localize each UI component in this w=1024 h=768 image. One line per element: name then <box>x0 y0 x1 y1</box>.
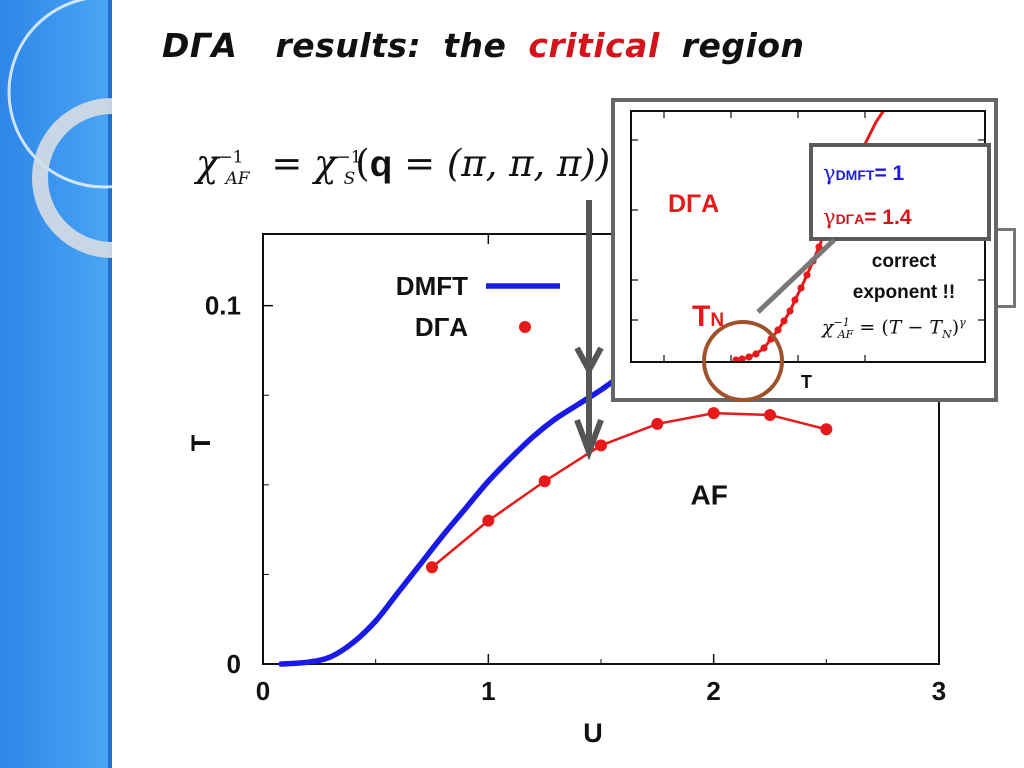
y-axis-label: T <box>186 434 216 451</box>
slide-title: DΓA results: the critical region <box>162 26 815 65</box>
gamma-dga-symbol: γ <box>823 205 836 229</box>
inset-data-point <box>809 257 817 265</box>
inset-formula-tn-sub: N <box>942 328 952 342</box>
inset-data-point <box>738 355 746 363</box>
x-tick-label: 3 <box>932 676 946 706</box>
inset-data-point <box>786 307 794 315</box>
inset-formula-minus: − <box>901 316 930 339</box>
formula-sub-s: S <box>343 169 356 190</box>
decorative-sidebar <box>0 0 112 768</box>
legend-label-dga: DΓA <box>415 312 468 342</box>
title-word-the: the <box>443 26 507 65</box>
data-point-dga <box>651 417 664 430</box>
formula-chi-s: χ <box>314 142 337 185</box>
x-tick-label: 1 <box>481 676 495 706</box>
inset-data-point <box>760 344 768 352</box>
inset-data-point <box>803 271 811 279</box>
data-point-dga <box>482 514 495 527</box>
inset-formula-close: ) <box>951 316 960 339</box>
legend-label-dmft: DMFT <box>396 271 468 301</box>
title-method: DΓA <box>162 26 238 65</box>
series-line-dga <box>431 411 827 569</box>
formula-exp-2: −1 <box>336 147 362 168</box>
inset-formula: χ−1AF = (T − TN)γ <box>822 316 966 341</box>
gamma-dmft-sub: DMFT <box>835 167 875 183</box>
inset-formula-chi: χ <box>822 316 834 339</box>
data-point-dga <box>707 407 720 420</box>
data-point-dga <box>538 475 551 488</box>
gamma-dga: γDΓA= 1.4 <box>823 205 912 230</box>
inset-data-point <box>780 317 788 325</box>
inset-formula-exp: −1 <box>833 316 850 329</box>
inset-data-point <box>791 296 799 304</box>
inset-data-point <box>752 350 760 358</box>
inset-tn-sub: N <box>710 310 725 331</box>
gamma-dmft-symbol: γ <box>823 161 836 185</box>
formula-open-paren: ( <box>355 142 370 185</box>
inset-formula-t: T <box>888 316 902 339</box>
gamma-dga-value: = 1.4 <box>864 206 912 229</box>
inset-formula-sub: AF <box>837 328 854 342</box>
exponent-note: correct exponent !! <box>824 246 984 308</box>
x-tick-label: 0 <box>256 676 270 706</box>
series-line-dmft <box>278 371 627 667</box>
gamma-box: γDMFT= 1 γDΓA= 1.4 <box>809 143 991 241</box>
formula-exp-1: −1 <box>218 147 244 168</box>
inset-data-point <box>815 243 823 251</box>
note-line-2: exponent !! <box>852 282 956 303</box>
formula-sub-af: AF <box>225 169 250 190</box>
inset-t-axis-label: T <box>801 372 812 392</box>
gamma-dga-sub: DΓA <box>835 211 865 227</box>
inset-formula-gamma: γ <box>959 316 966 329</box>
legend-swatch-dga <box>519 321 531 333</box>
gamma-dmft: γDMFT= 1 <box>823 161 904 186</box>
inset-data-point <box>774 326 782 334</box>
inset-data-point <box>745 353 753 361</box>
inset-tn-T: T <box>692 300 711 333</box>
decorative-ring-top <box>7 0 112 189</box>
formula-chi-af: χ <box>196 142 219 185</box>
formula-q: q <box>369 143 393 184</box>
decorative-ring-mid <box>32 98 112 258</box>
inset-data-point <box>767 335 775 343</box>
x-tick-label: 2 <box>706 676 720 706</box>
formula-equals: = <box>271 142 303 185</box>
y-tick-label: 0.1 <box>205 291 241 321</box>
inset-dga-label: DΓA <box>668 190 720 218</box>
note-line-1: correct <box>871 251 937 272</box>
data-point-dga <box>595 439 607 452</box>
data-point-dga <box>820 423 833 436</box>
title-word-region: region <box>681 26 805 65</box>
title-word-results: results: <box>275 26 422 65</box>
inset-formula-tn: T <box>929 316 943 339</box>
data-point-dga <box>426 561 438 574</box>
formula-argument: = (π, π, π)) <box>404 142 611 185</box>
inset-tn-label: TN <box>692 300 724 334</box>
susceptibility-formula: χ−1AF = χ−1S(q = (π, π, π)) <box>196 142 610 189</box>
inset-side-tab <box>998 228 1016 308</box>
x-axis-label: U <box>583 718 603 746</box>
y-tick-label: 0 <box>227 649 241 679</box>
region-label-af: AF <box>690 480 727 511</box>
title-word-critical: critical <box>528 26 660 65</box>
inset-formula-eq: = ( <box>859 316 889 339</box>
data-point-dga <box>764 408 776 421</box>
main-chart: 0 1 2 3 0 0.1 U T DMFT DΓA AF <box>186 233 946 746</box>
inset-data-point <box>797 284 805 292</box>
gamma-dmft-value: = 1 <box>874 162 905 185</box>
